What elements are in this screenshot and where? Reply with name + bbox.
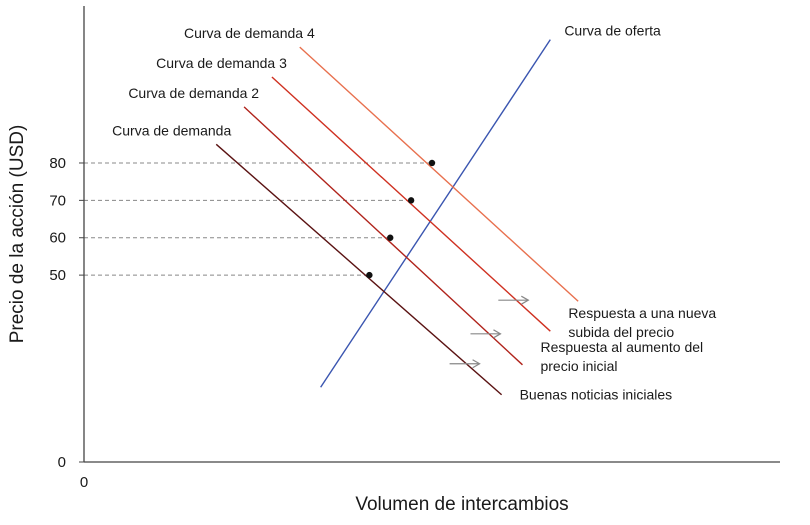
curve-curva-de-demanda-2 [243, 106, 523, 366]
axes [79, 6, 780, 463]
equilibrium-point-70 [407, 197, 415, 204]
curves [215, 39, 579, 396]
equilibrium-points [366, 159, 436, 279]
y-tick-label-50: 50 [49, 267, 66, 284]
y-tick-label-80: 80 [49, 155, 66, 172]
annotation-text-curva-de-demanda-0: Buenas noticias iniciales [520, 387, 673, 403]
annotation-text-curva-de-demanda-2-1: precio inicial [540, 358, 617, 374]
y-tick-labels: 0 50 60 70 80 [49, 155, 66, 471]
curve-curva-de-demanda [215, 143, 503, 396]
annotation-arrow-head-curva-de-demanda-3 [521, 295, 530, 305]
curve-label-curva-de-demanda-2: Curva de demanda 2 [128, 85, 259, 101]
annotation-arrow-head-curva-de-demanda-2 [493, 329, 502, 339]
guide-lines [84, 162, 432, 276]
x-axis-title: Volumen de intercambios [355, 494, 568, 515]
x-origin-label: 0 [80, 474, 88, 491]
y-tick-label-0: 0 [58, 454, 66, 471]
y-tick-label-60: 60 [49, 230, 66, 247]
y-tick-label-70: 70 [49, 192, 66, 209]
equilibrium-point-60 [387, 234, 394, 241]
annotation-arrow-head-curva-de-demanda [472, 359, 481, 369]
annotation-text-curva-de-demanda-3-1: subida del precio [568, 324, 674, 340]
annotations: Buenas noticias iniciales Respuesta al au… [449, 295, 716, 403]
curve-label-curva-de-demanda-4: Curva de demanda 4 [184, 25, 315, 41]
curve-label-curva-de-demanda: Curva de demanda [112, 122, 231, 138]
curve-label-curva-de-demanda-3: Curva de demanda 3 [156, 55, 287, 71]
curve-curva-de-oferta [320, 39, 551, 388]
curve-label-curva-de-oferta: Curva de oferta [564, 23, 661, 39]
y-axis-title: Precio de la acción (USD) [7, 125, 28, 344]
annotation-text-curva-de-demanda-3-0: Respuesta a una nueva [568, 305, 716, 321]
annotation-text-curva-de-demanda-2-0: Respuesta al aumento del [540, 339, 703, 355]
curve-curva-de-demanda-3 [271, 76, 551, 332]
curve-curva-de-demanda-4 [299, 46, 579, 302]
equilibrium-point-50 [366, 271, 373, 279]
curve-labels: Curva de oferta Curva de demanda Curva de … [112, 23, 661, 139]
equilibrium-point-80 [428, 159, 436, 167]
